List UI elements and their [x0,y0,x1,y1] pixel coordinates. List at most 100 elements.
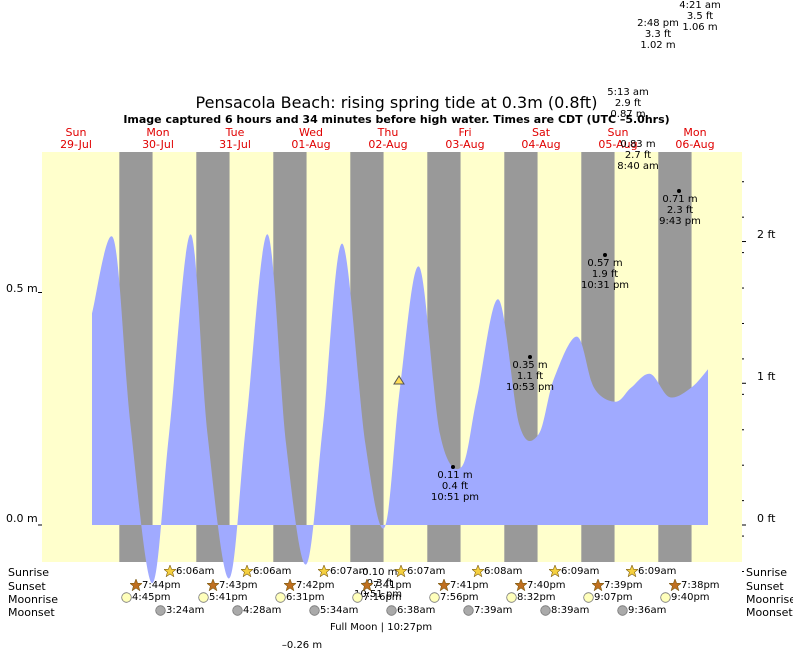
tide-time: 10:53 pm [505,382,555,393]
day-label: Sun 29-Jul [36,127,116,151]
tide-label-5: 5:13 am 2.9 ft 0.87 m [598,87,658,120]
tide-label-8: -0.10 m -0.3 ft 10:51 pm [353,567,403,600]
sunset-time: 7:38pm [681,579,720,591]
sunset-time: 7:42pm [296,579,335,591]
moonrise-time: 6:31pm [286,592,325,603]
tide-ft: 3.3 ft [644,29,672,40]
tide-label-2: 0.57 m 1.9 ft 10:31 pm [575,258,635,291]
day-label: Sun 05-Aug [578,127,658,151]
current-tide-marker [393,375,405,385]
tide-label-3: 0.71 m 2.3 ft 9:43 pm [650,194,710,227]
sunrise-event: 6:09am [549,565,599,577]
moonset-icon [540,605,551,616]
tide-time: 4:21 am [679,0,721,11]
day-date: 01-Aug [291,138,331,151]
sunset-event: 7:44pm [130,579,181,591]
moonrise-time: 5:41pm [209,592,248,603]
sunrise-time: 6:07am [330,565,369,577]
sunset-icon [515,579,527,591]
sunrise-event: 6:09am [626,565,676,577]
moonset-time: 3:24am [166,605,205,616]
day-of-week: Sun [607,126,629,139]
sunrise-icon [472,565,484,577]
day-of-week: Fri [458,126,472,139]
tide-ft: 1.9 ft [591,269,619,280]
tide-label-low-0: 0.11 m 0.4 ft 10:51 pm [425,470,485,503]
sunrise-icon [318,565,330,577]
day-of-week: Sun [65,126,87,139]
moonrise-icon [660,592,671,603]
moonrise-event: 9:07pm [583,592,633,603]
right-axis-tick-0ft: 0 ft [757,512,776,525]
moonrise-event: 7:56pm [429,592,479,603]
tide-time: 10:51 pm [430,492,480,503]
day-of-week: Mon [683,126,707,139]
moonset-event: 5:34am [309,605,358,616]
tide-point [451,465,455,469]
sunset-icon [592,579,604,591]
sunset-event: 7:41pm [438,579,489,591]
tide-time: 5:13 am [607,87,649,98]
tide-ft: 2.3 ft [666,205,694,216]
day-label: Mon 06-Aug [655,127,735,151]
tide-time: 10:51 pm [353,589,403,600]
tide-m: 0.11 m [437,470,473,481]
sunrise-event: 6:06am [241,565,291,577]
day-date: 05-Aug [598,138,638,151]
moonrise-time: 9:07pm [594,592,633,603]
tide-label-1: 0.35 m 1.1 ft 10:53 pm [500,360,560,393]
day-of-week: Mon [146,126,170,139]
moonrise-event: 4:45pm [121,592,171,603]
sunset-time: 7:41pm [373,579,412,591]
moonrise-icon [198,592,209,603]
tide-time: 8:40 am [617,161,659,172]
moonrise-icon [121,592,132,603]
day-of-week: Wed [299,126,323,139]
sunset-time: 7:44pm [142,579,181,591]
moonset-event: 9:36am [617,605,666,616]
sunset-icon [207,579,219,591]
chart-title: Pensacola Beach: rising spring tide at 0… [195,93,598,112]
tide-m: –0.26 m [281,640,323,651]
moonset-icon [232,605,243,616]
sunrise-time: 6:06am [176,565,215,577]
tide-ft: 0.4 ft [441,481,469,492]
sunrise-event: 6:06am [164,565,214,577]
sunset-time: 7:39pm [604,579,643,591]
tide-ft: -0.3 ft [363,578,393,589]
day-of-week: Thu [377,126,399,139]
sunset-icon [284,579,296,591]
moonrise-event: 5:41pm [198,592,248,603]
tide-time: 10:31 pm [580,280,630,291]
moonrise-time: 7:16pm [363,592,402,603]
day-of-week: Sat [531,126,551,139]
row-label-sunset-right: Sunset [746,580,784,593]
sunset-time: 7:43pm [219,579,258,591]
tide-m: 0.57 m [587,258,623,269]
sunrise-icon [241,565,253,577]
tide-ft: 1.1 ft [516,371,544,382]
moonset-icon [309,605,320,616]
moonset-event: 4:28am [232,605,281,616]
tide-time: 2:48 pm [637,18,679,29]
moonrise-time: 9:40pm [671,592,710,603]
sunrise-icon [164,565,176,577]
sunset-icon [130,579,142,591]
tide-m: 0.35 m [512,360,548,371]
moonrise-event: 8:32pm [506,592,556,603]
moonrise-icon [506,592,517,603]
moonrise-time: 7:56pm [440,592,479,603]
tide-label-4: 0.83 m 2.7 ft 8:40 am [608,139,668,172]
moonset-time: 7:39am [474,605,513,616]
left-axis-tick-0.5m: 0.5 m [6,282,38,295]
tide-area [92,234,708,584]
left-axis-tick-0m: 0.0 m [6,512,38,525]
day-label: Thu 02-Aug [348,127,428,151]
moonset-time: 5:34am [320,605,359,616]
tide-ft: 3.5 ft [686,11,714,22]
sunrise-icon [395,565,407,577]
sunrise-time: 6:09am [561,565,600,577]
chart-subtitle: Image captured 6 hours and 34 minutes be… [123,113,670,126]
moonset-time: 4:28am [243,605,282,616]
